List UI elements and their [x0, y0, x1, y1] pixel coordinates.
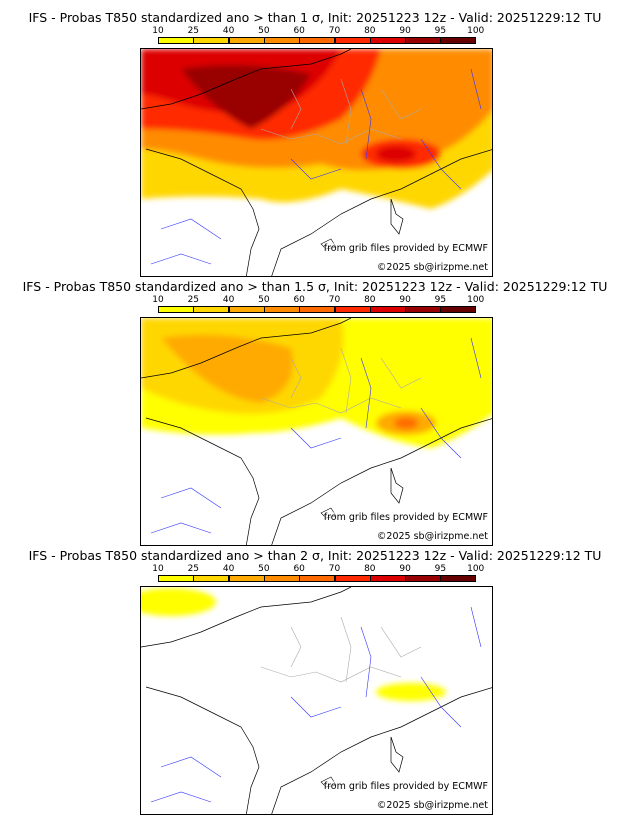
colorbar-segment — [440, 575, 477, 582]
probability-map: from grib files provided by ECMWF ©2025 … — [140, 586, 493, 815]
colorbar-tick: 70 — [328, 295, 341, 305]
colorbar-tick: 80 — [364, 564, 376, 574]
colorbar-segment — [334, 37, 371, 44]
colorbar-segment — [440, 306, 477, 313]
colorbar-tick: 10 — [152, 295, 164, 305]
map-panel: IFS - Probas T850 standardized ano > tha… — [0, 0, 630, 277]
colorbar-segment — [158, 306, 194, 313]
colorbar-segment — [228, 306, 265, 313]
copyright: ©2025 sb@irizpme.net — [376, 531, 488, 542]
map-panel: IFS - Probas T850 standardized ano > tha… — [0, 269, 630, 546]
colorbar-tick: 80 — [364, 295, 376, 305]
colorbar-tick: 100 — [467, 295, 485, 305]
colorbar-segment — [405, 37, 442, 44]
colorbar: 10 25 40 50 60 70 80 90 95 100 — [152, 564, 484, 585]
colorbar-segment — [158, 575, 194, 582]
colorbar-tick: 95 — [434, 26, 447, 36]
colorbar-tick: 50 — [258, 295, 270, 305]
colorbar: 10 25 40 50 60 70 80 90 95 100 — [152, 295, 484, 316]
colorbar-tick: 90 — [399, 26, 411, 36]
colorbar-tick: 40 — [222, 295, 235, 305]
colorbar-tick: 10 — [152, 564, 164, 574]
colorbar-segment — [228, 575, 265, 582]
colorbar-tick: 25 — [187, 26, 200, 36]
colorbar-segment — [405, 306, 442, 313]
colorbar-segment — [228, 37, 265, 44]
colorbar-tick: 50 — [258, 564, 270, 574]
colorbar-tick: 70 — [328, 26, 341, 36]
colorbar-segment — [193, 37, 230, 44]
copyright: ©2025 sb@irizpme.net — [376, 800, 488, 811]
colorbar-tick: 100 — [467, 26, 485, 36]
colorbar-tick: 40 — [222, 564, 235, 574]
colorbar-segment — [299, 306, 336, 313]
colorbar-segment — [440, 37, 477, 44]
panel-title: IFS - Probas T850 standardized ano > tha… — [28, 10, 602, 25]
colorbar-segment — [193, 575, 230, 582]
colorbar-tick: 95 — [434, 295, 447, 305]
colorbar-segment — [263, 306, 300, 313]
colorbar-segment — [263, 37, 300, 44]
colorbar-segment — [193, 306, 230, 313]
colorbar-tick: 60 — [293, 26, 305, 36]
colorbar-tick: 90 — [399, 564, 411, 574]
colorbar-tick: 60 — [293, 295, 305, 305]
map-drawing — [141, 587, 492, 814]
colorbar-tick: 90 — [399, 295, 411, 305]
map-drawing — [141, 318, 492, 545]
colorbar-segment — [334, 575, 371, 582]
colorbar-segment — [369, 306, 406, 313]
colorbar-segment — [263, 575, 300, 582]
colorbar-segment — [158, 37, 194, 44]
colorbar-tick: 25 — [187, 564, 200, 574]
map-drawing — [141, 49, 492, 276]
colorbar-tick: 10 — [152, 26, 164, 36]
colorbar-segment — [299, 575, 336, 582]
colorbar-tick: 40 — [222, 26, 235, 36]
colorbar: 10 25 40 50 60 70 80 90 95 100 — [152, 26, 484, 47]
colorbar-segment — [334, 306, 371, 313]
colorbar-segment — [369, 37, 406, 44]
panel-title: IFS - Probas T850 standardized ano > tha… — [22, 279, 608, 294]
colorbar-tick: 25 — [187, 295, 200, 305]
colorbar-tick: 60 — [293, 564, 305, 574]
colorbar-segment — [299, 37, 336, 44]
source-credit: from grib files provided by ECMWF — [323, 243, 488, 254]
colorbar-segment — [369, 575, 406, 582]
source-credit: from grib files provided by ECMWF — [323, 512, 488, 523]
probability-map: from grib files provided by ECMWF ©2025 … — [140, 317, 493, 546]
colorbar-tick: 80 — [364, 26, 376, 36]
panel-title: IFS - Probas T850 standardized ano > tha… — [28, 548, 602, 563]
map-panel: IFS - Probas T850 standardized ano > tha… — [0, 538, 630, 815]
colorbar-tick: 95 — [434, 564, 447, 574]
colorbar-tick: 50 — [258, 26, 270, 36]
colorbar-tick: 70 — [328, 564, 341, 574]
probability-map: from grib files provided by ECMWF ©2025 … — [140, 48, 493, 277]
copyright: ©2025 sb@irizpme.net — [376, 262, 488, 273]
source-credit: from grib files provided by ECMWF — [323, 781, 488, 792]
colorbar-tick: 100 — [467, 564, 485, 574]
colorbar-segment — [405, 575, 442, 582]
